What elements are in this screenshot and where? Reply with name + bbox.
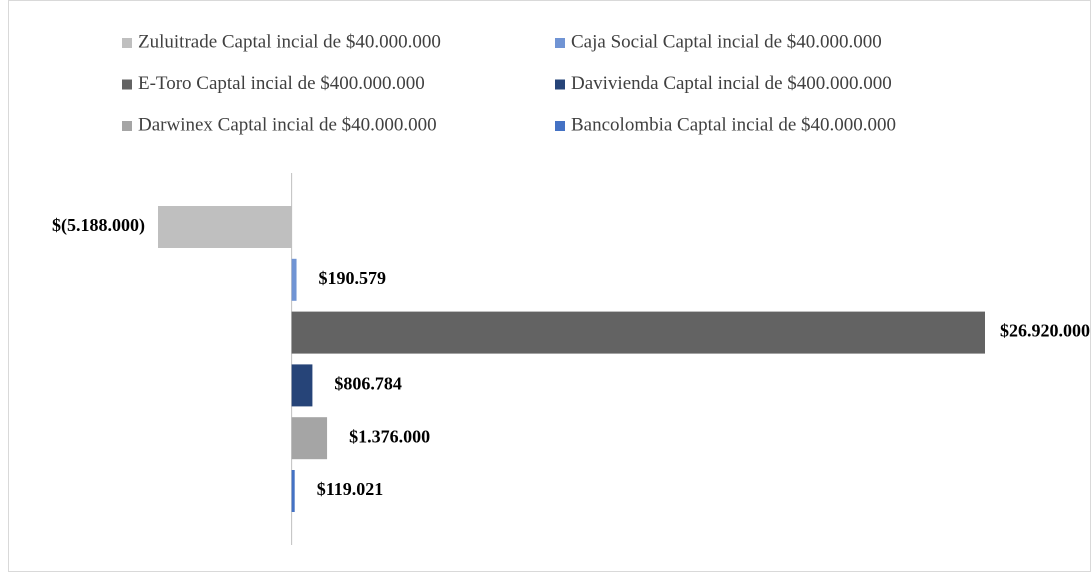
- bar: [291, 470, 295, 512]
- legend-swatch: [555, 121, 565, 131]
- data-label: $190.579: [319, 268, 387, 288]
- data-label: $119.021: [317, 479, 384, 499]
- legend-swatch: [122, 79, 132, 90]
- data-label: $1.376.000: [349, 426, 430, 446]
- legend-swatch: [555, 79, 565, 90]
- legend-label: Davivienda Captal incial de $400.000.000: [571, 73, 892, 94]
- bar: [291, 258, 297, 301]
- bar: [158, 206, 292, 248]
- data-label: $26.920.000: [1000, 321, 1090, 341]
- legend-label: Bancolombia Captal incial de $40.000.000: [571, 114, 896, 135]
- legend-swatch: [555, 38, 565, 48]
- legend-label: Zuluitrade Captal incial de $40.000.000: [138, 31, 441, 52]
- data-label: $806.784: [334, 374, 402, 394]
- bar: [291, 364, 313, 407]
- legend-swatch: [122, 121, 132, 131]
- legend-swatch: [122, 38, 132, 48]
- legend-label: Caja Social Captal incial de $40.000.000: [571, 31, 882, 52]
- data-label: $(5.188.000): [52, 215, 145, 236]
- bar: [291, 311, 986, 354]
- legend-label: E-Toro Captal incial de $400.000.000: [138, 73, 425, 94]
- legend-label: Darwinex Captal incial de $40.000.000: [138, 114, 437, 135]
- chart-border: [8, 0, 1091, 572]
- bar: [291, 417, 328, 460]
